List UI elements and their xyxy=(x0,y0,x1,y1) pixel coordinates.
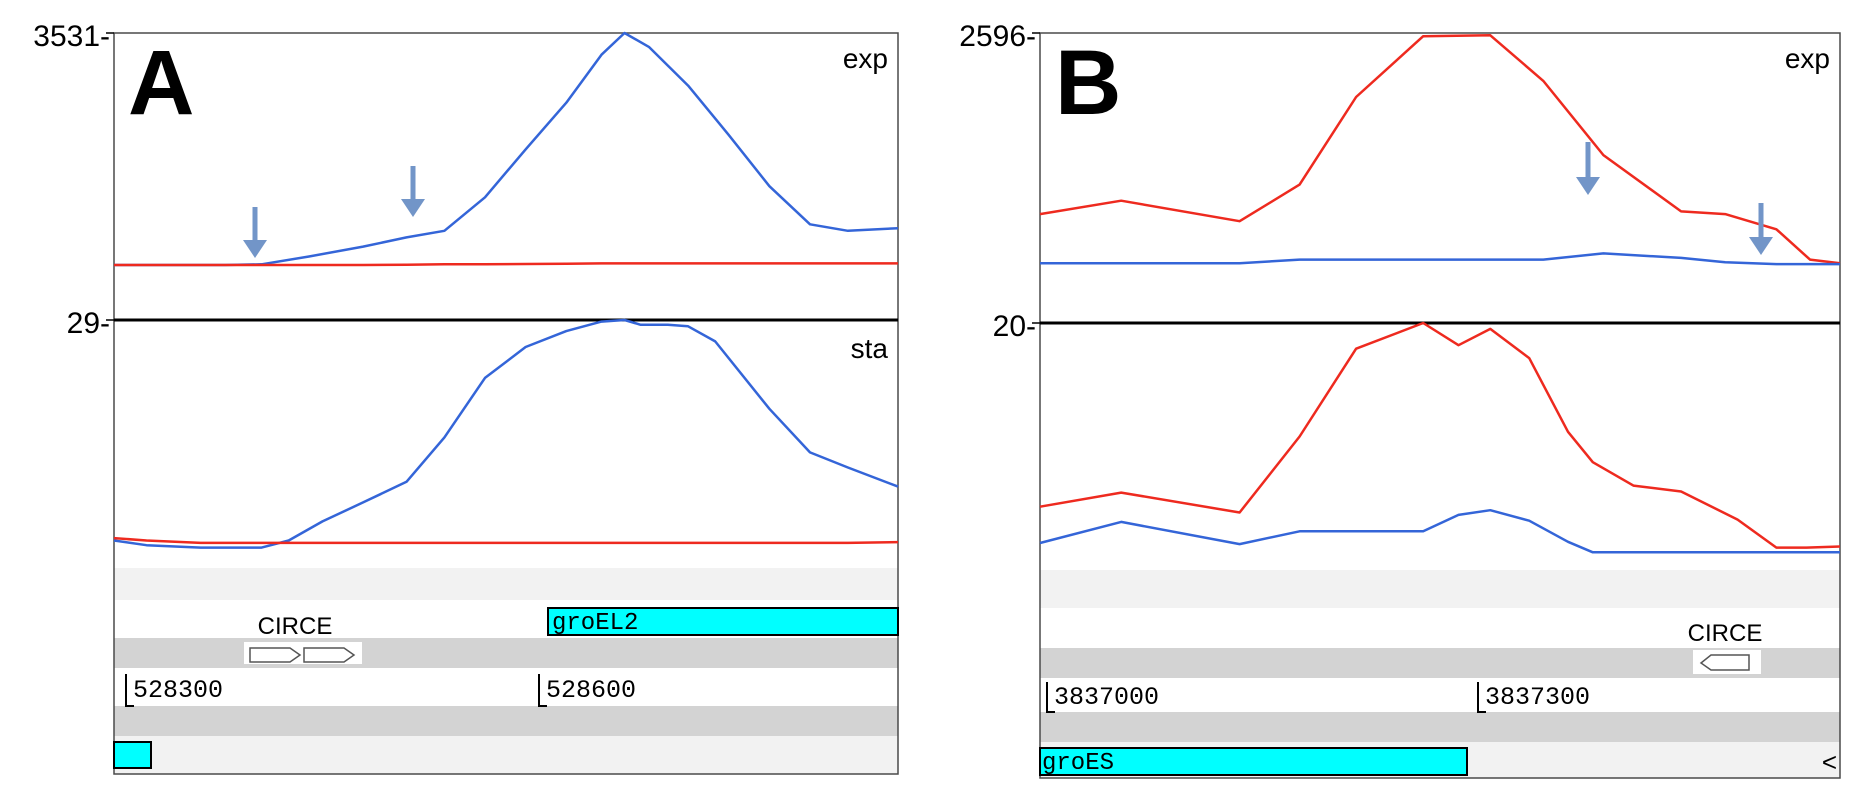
arrow-marker xyxy=(243,207,267,258)
plot-b-lower xyxy=(1039,321,1841,554)
track-stripe xyxy=(114,568,898,600)
gene-feature-edge xyxy=(113,741,152,769)
series-line xyxy=(113,536,899,545)
y-max-label: 29- xyxy=(67,307,110,340)
series-line xyxy=(1039,321,1841,549)
arrow-marker xyxy=(1576,142,1600,195)
scroll-edge-mark[interactable]: < xyxy=(1822,747,1837,777)
arrow-marker xyxy=(1749,203,1773,255)
plot-a-sta xyxy=(113,318,899,549)
circe-feature-1 xyxy=(249,647,302,663)
coord-bracket xyxy=(125,674,134,707)
track-stripe xyxy=(114,736,898,774)
circe-label: CIRCE xyxy=(258,613,333,640)
circe-feature-1 xyxy=(1699,654,1750,671)
series-line xyxy=(114,262,898,267)
panel-frame xyxy=(113,32,899,775)
gene-label: groEL2 xyxy=(552,610,638,637)
track-stripe xyxy=(114,706,898,736)
track-stripe xyxy=(1040,570,1840,608)
series-line xyxy=(1039,34,1841,265)
coord-label: 3837300 xyxy=(1485,683,1590,712)
coord-bracket xyxy=(1477,682,1486,713)
plot-a-exp xyxy=(114,31,899,267)
coord-label: 528600 xyxy=(546,676,636,705)
track-name: sta xyxy=(851,333,889,364)
panel-label: A xyxy=(128,32,194,134)
panel-label: B xyxy=(1055,32,1121,134)
gene-feature xyxy=(547,607,899,636)
track-stripe xyxy=(114,638,898,668)
track-stripe xyxy=(1040,712,1840,742)
panel-b: B 2596- 20- exp CIRCE 3837000 3837300 gr… xyxy=(959,20,1841,779)
panel-frame xyxy=(1039,32,1841,779)
gene-label: groES xyxy=(1042,750,1114,777)
series-line xyxy=(1039,508,1840,554)
series-line xyxy=(114,31,899,267)
circe-label: CIRCE xyxy=(1688,620,1763,647)
coord-bracket xyxy=(1046,682,1055,713)
y-max-label: 3531- xyxy=(33,20,110,53)
track-name: exp xyxy=(843,43,888,74)
series-line xyxy=(113,318,899,549)
coord-bracket xyxy=(538,674,547,707)
series-line xyxy=(1040,252,1840,266)
circe-feature-2 xyxy=(303,647,356,663)
coord-label: 528300 xyxy=(133,676,223,705)
track-name: exp xyxy=(1785,43,1830,74)
gene-feature xyxy=(1039,747,1468,776)
arrow-marker xyxy=(401,166,425,217)
y-max-label: 20- xyxy=(993,310,1036,343)
y-max-label: 2596- xyxy=(959,20,1036,53)
coord-label: 3837000 xyxy=(1054,683,1159,712)
panel-a: A 3531- 29- exp sta CIRCE groEL2 528300 … xyxy=(33,20,899,775)
plot-b-exp xyxy=(1039,34,1841,266)
